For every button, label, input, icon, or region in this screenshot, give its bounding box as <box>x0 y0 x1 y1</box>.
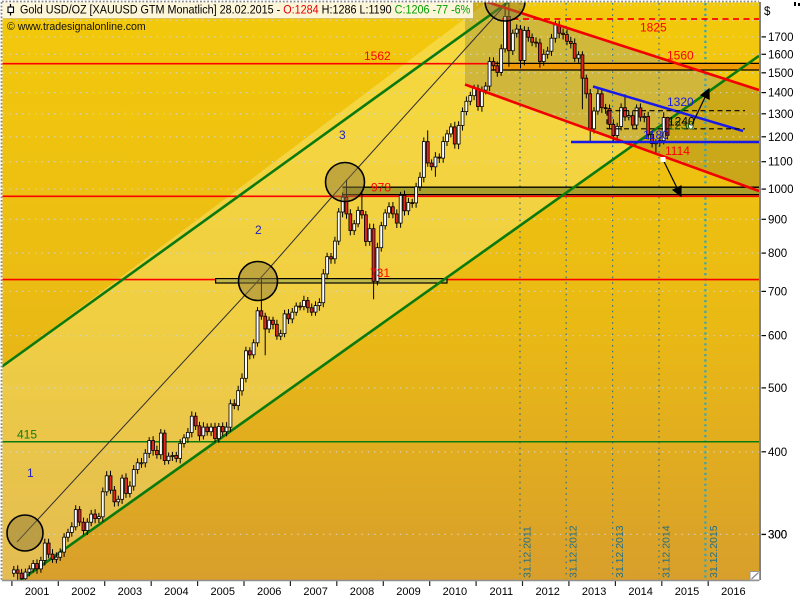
svg-text:2: 2 <box>255 223 262 237</box>
svg-text:2012: 2012 <box>535 586 559 598</box>
svg-text:1200: 1200 <box>768 132 794 144</box>
svg-text:2015: 2015 <box>675 586 699 598</box>
svg-text:300: 300 <box>768 530 787 542</box>
svg-text:31.12.2014: 31.12.2014 <box>661 525 673 578</box>
svg-text:1562: 1562 <box>364 49 391 63</box>
svg-text:31.12.2013: 31.12.2013 <box>614 525 626 578</box>
svg-text:1000: 1000 <box>768 184 794 196</box>
svg-text:800: 800 <box>768 248 787 260</box>
svg-text:2014: 2014 <box>628 586 652 598</box>
svg-text:2003: 2003 <box>118 586 142 598</box>
svg-text:2013: 2013 <box>582 586 606 598</box>
svg-text:1825: 1825 <box>640 21 667 35</box>
svg-text:1100: 1100 <box>768 157 793 169</box>
svg-text:1600: 1600 <box>768 49 794 61</box>
svg-text:31.12.2012: 31.12.2012 <box>568 525 580 578</box>
svg-text:2009: 2009 <box>396 586 420 598</box>
svg-text:$: $ <box>764 6 771 18</box>
svg-text:2006: 2006 <box>257 586 281 598</box>
svg-text:978: 978 <box>371 181 391 195</box>
svg-text:2007: 2007 <box>303 586 327 598</box>
svg-text:1230: 1230 <box>668 119 695 133</box>
svg-text:2016: 2016 <box>721 586 745 598</box>
svg-text:1240: 1240 <box>668 115 695 129</box>
svg-text:1500: 1500 <box>768 68 794 80</box>
svg-text:© www.tradesignalonline.com: © www.tradesignalonline.com <box>7 21 146 33</box>
svg-text:1: 1 <box>27 466 34 480</box>
svg-text:2008: 2008 <box>350 586 374 598</box>
svg-text:2010: 2010 <box>443 586 467 598</box>
svg-text:31.12.2015: 31.12.2015 <box>708 525 720 578</box>
svg-text:Gold USD/OZ [XAUUSD GTM Monat: Gold USD/OZ [XAUUSD GTM Monatlich] 28.02… <box>20 4 470 17</box>
svg-text:300: 300 <box>768 529 787 541</box>
svg-text:400: 400 <box>768 447 787 459</box>
svg-text:1700: 1700 <box>768 32 794 44</box>
svg-text:2002: 2002 <box>71 586 95 598</box>
svg-text:2001: 2001 <box>25 586 49 598</box>
svg-text:2005: 2005 <box>211 586 235 598</box>
svg-text:2004: 2004 <box>164 586 188 598</box>
svg-text:415: 415 <box>17 428 37 442</box>
svg-text:1400: 1400 <box>768 88 794 100</box>
svg-text:31.12.2011: 31.12.2011 <box>522 526 534 578</box>
svg-text:1300: 1300 <box>768 109 794 121</box>
svg-text:2011: 2011 <box>489 586 513 598</box>
svg-text:900: 900 <box>768 214 787 226</box>
svg-text:600: 600 <box>768 331 787 343</box>
svg-text:1114: 1114 <box>665 144 690 158</box>
svg-text:1560: 1560 <box>667 49 694 63</box>
svg-text:731: 731 <box>370 266 390 280</box>
svg-text:700: 700 <box>768 286 787 298</box>
svg-text:500: 500 <box>768 383 787 395</box>
svg-text:1180: 1180 <box>643 128 669 142</box>
svg-text:1320: 1320 <box>667 95 694 109</box>
svg-text:3: 3 <box>339 128 346 142</box>
